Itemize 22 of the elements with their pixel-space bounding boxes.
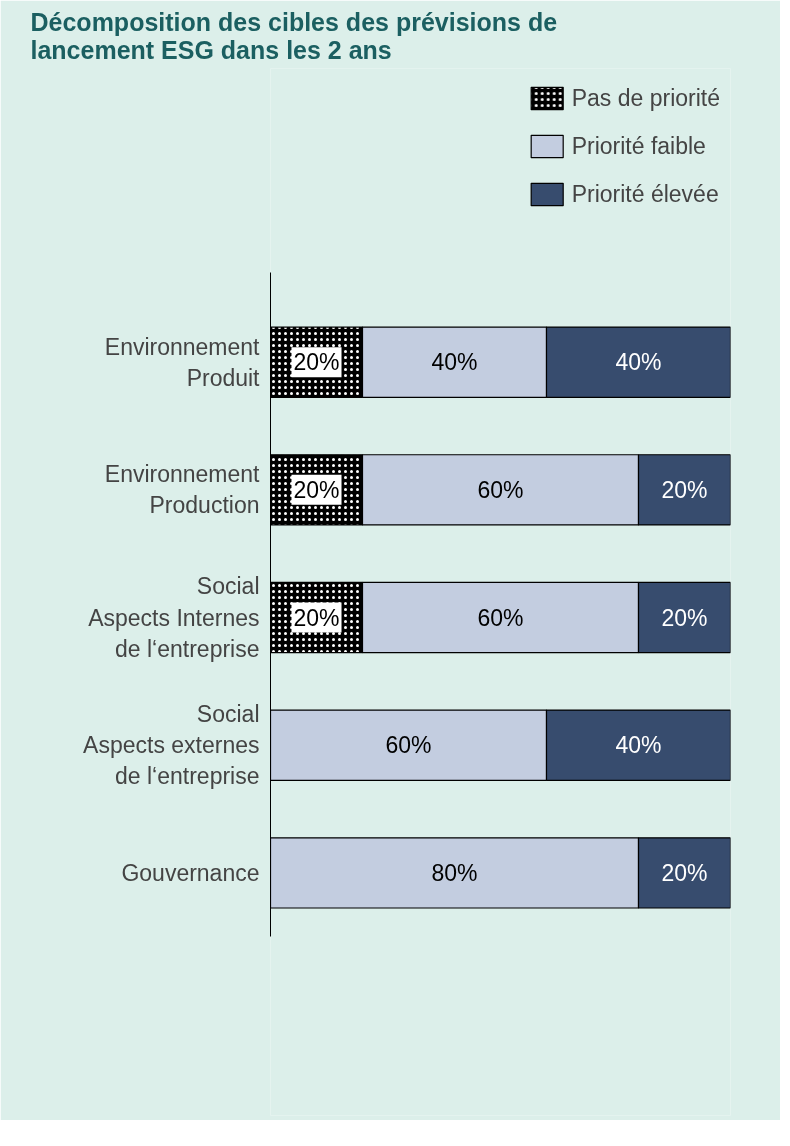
data-label: 80%: [431, 859, 478, 886]
data-label: 20%: [293, 476, 340, 503]
data-label: 20%: [293, 604, 340, 631]
y-tick-label: Gouvernance: [121, 859, 260, 886]
data-label: 20%: [661, 476, 708, 503]
y-tick-label: Environnement Produit: [104, 333, 261, 391]
data-label: 40%: [615, 732, 662, 759]
data-label: 60%: [477, 476, 524, 503]
y-tick-label: Social Aspects externes de l‘entreprise: [83, 701, 260, 790]
y-tick-label: Environnement Production: [104, 461, 261, 519]
y-tick-label: Social Aspects Internes de l‘entreprise: [88, 573, 260, 662]
data-label: 20%: [293, 349, 340, 376]
data-label: 20%: [661, 604, 708, 631]
data-label: 20%: [661, 859, 708, 886]
data-label: 60%: [477, 604, 524, 631]
legend-label: Priorité faible: [571, 131, 706, 161]
data-label: 60%: [385, 732, 432, 759]
legend-label: Pas de priorité: [571, 83, 720, 113]
data-label: 40%: [615, 349, 662, 376]
chart-title: Décomposition des cibles des prévisions de lancement ESG dans les 2 ans: [30, 7, 558, 64]
legend-label: Priorité élevée: [571, 179, 719, 209]
data-label: 40%: [431, 349, 478, 376]
